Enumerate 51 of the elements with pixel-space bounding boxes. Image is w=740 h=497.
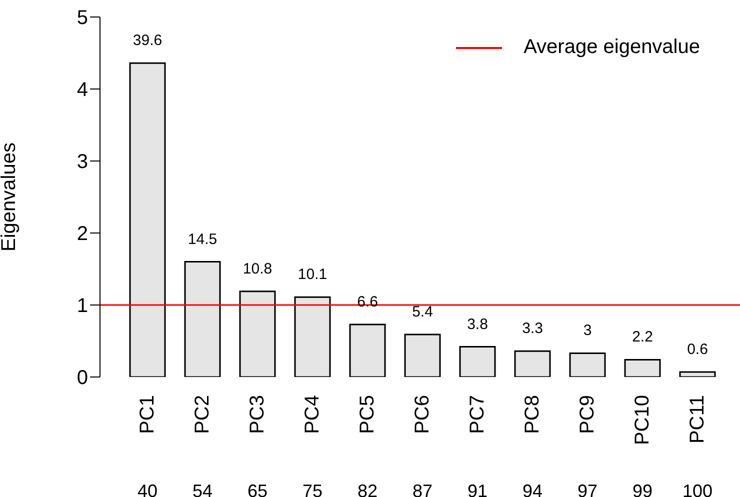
x-tick-label: PC5 xyxy=(356,395,378,434)
annotation: 2.2 xyxy=(632,328,653,346)
annotation: 3 xyxy=(583,322,592,340)
annotation: 3.8 xyxy=(467,316,488,333)
annotation: 0.6 xyxy=(687,340,708,358)
text: 94 xyxy=(522,481,543,497)
x-tick-label: PC7 xyxy=(466,395,488,434)
y-tick-label: 5 xyxy=(76,7,88,30)
text: 99 xyxy=(632,481,653,497)
y-tick-label: 3 xyxy=(76,151,88,174)
text: 75 xyxy=(302,481,323,497)
x-tick-label: PC3 xyxy=(246,395,268,434)
bar xyxy=(349,324,386,377)
annotation: 3.3 xyxy=(522,320,543,338)
bar xyxy=(624,358,661,377)
y-tick-label: 4 xyxy=(76,79,88,102)
text: 40 xyxy=(137,481,158,497)
text: 54 xyxy=(192,481,213,497)
annotation: 10.8 xyxy=(242,260,272,278)
x-tick-label: PC2 xyxy=(192,395,214,434)
text: 82 xyxy=(357,481,378,497)
bar xyxy=(129,62,166,377)
text: 91 xyxy=(467,481,488,497)
bar xyxy=(514,350,551,377)
bar xyxy=(459,346,496,377)
bar xyxy=(679,371,716,377)
annotation: 39.6 xyxy=(132,32,162,50)
x-tick-label: PC4 xyxy=(302,395,324,434)
x-tick-label: PC1 xyxy=(136,395,158,434)
bar xyxy=(404,334,441,377)
y-tick-label: 1 xyxy=(76,295,88,318)
bar xyxy=(294,296,331,377)
x-tick-label: PC10 xyxy=(632,395,654,446)
text: 100 xyxy=(682,481,713,497)
bar xyxy=(239,290,276,377)
annotation: 14.5 xyxy=(188,230,218,248)
legend-label: Average eigenvalue xyxy=(524,36,700,59)
x-tick-label: PC8 xyxy=(522,395,544,434)
text: 87 xyxy=(412,481,433,497)
annotation: 10.1 xyxy=(298,266,328,284)
x-tick-label: PC11 xyxy=(686,395,708,444)
y-tick-label: 2 xyxy=(76,223,88,246)
bar xyxy=(569,352,606,377)
annotation: 5.4 xyxy=(412,304,433,321)
text: 97 xyxy=(577,481,598,497)
y-tick-label: 0 xyxy=(76,367,88,390)
text: 65 xyxy=(247,481,268,497)
y-axis-title: Eigenvalues xyxy=(0,142,20,252)
x-tick-label: PC9 xyxy=(576,395,598,434)
bar xyxy=(184,261,221,377)
x-tick-label: PC6 xyxy=(412,395,434,434)
